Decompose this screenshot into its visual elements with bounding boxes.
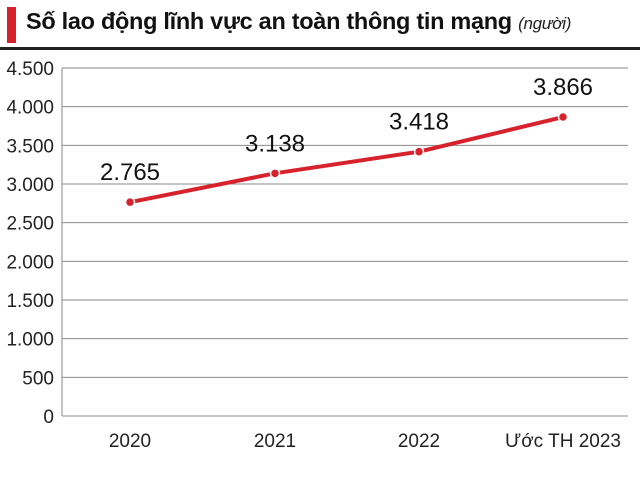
data-point — [124, 196, 136, 208]
x-tick-label: 2020 — [109, 431, 151, 452]
data-point — [269, 168, 281, 179]
x-tick-label: 2022 — [398, 431, 440, 452]
y-tick-label: 2.500 — [6, 214, 54, 235]
data-label: 3.866 — [533, 74, 593, 101]
accent-bar — [7, 7, 16, 43]
x-tick-label: Ước TH 2023 — [505, 431, 621, 452]
series-line — [128, 115, 565, 205]
y-tick-label: 1.500 — [6, 291, 54, 312]
chart-header: Số lao động lĩnh vực an toàn thông tin m… — [0, 0, 640, 46]
x-tick-label: 2021 — [254, 431, 296, 452]
chart-unit: (người) — [518, 14, 572, 33]
data-label: 2.765 — [100, 159, 160, 186]
y-tick-label: 0 — [43, 407, 54, 428]
chart-title: Số lao động lĩnh vực an toàn thông tin m… — [26, 8, 571, 35]
y-tick-label: 4.000 — [6, 98, 54, 119]
data-label: 3.418 — [389, 109, 449, 136]
data-label: 3.138 — [245, 130, 305, 157]
y-tick-label: 1.000 — [6, 330, 54, 351]
data-point — [557, 111, 569, 123]
y-tick-label: 4.500 — [6, 59, 54, 80]
header-divider — [0, 47, 640, 50]
y-tick-label: 2.000 — [6, 252, 54, 273]
y-tick-label: 3.500 — [6, 136, 54, 157]
y-tick-label: 3.000 — [6, 175, 54, 196]
data-point — [413, 146, 425, 157]
chart-title-text: Số lao động lĩnh vực an toàn thông tin m… — [26, 8, 512, 34]
y-tick-label: 500 — [22, 368, 54, 389]
